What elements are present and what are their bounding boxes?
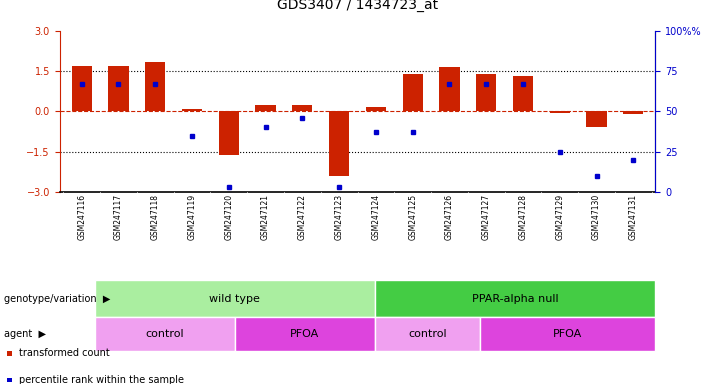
Text: GSM247123: GSM247123 — [334, 194, 343, 240]
Bar — [550, 111, 570, 113]
Bar — [219, 111, 239, 155]
Text: GSM247118: GSM247118 — [151, 194, 160, 240]
Bar — [623, 111, 644, 114]
Bar — [375, 317, 480, 351]
Text: percentile rank within the sample: percentile rank within the sample — [19, 375, 184, 384]
Bar — [402, 74, 423, 111]
Text: GSM247116: GSM247116 — [77, 194, 86, 240]
Text: PFOA: PFOA — [553, 329, 583, 339]
Bar — [476, 74, 496, 111]
Bar — [587, 111, 606, 127]
Bar — [375, 280, 655, 317]
Text: GDS3407 / 1434723_at: GDS3407 / 1434723_at — [277, 0, 438, 12]
Text: GSM247127: GSM247127 — [482, 194, 491, 240]
Bar — [95, 280, 375, 317]
Text: GSM247126: GSM247126 — [445, 194, 454, 240]
Bar — [95, 317, 235, 351]
Bar — [480, 317, 655, 351]
Text: PPAR-alpha null: PPAR-alpha null — [472, 293, 559, 304]
Text: GSM247130: GSM247130 — [592, 194, 601, 240]
Bar — [329, 111, 349, 176]
Text: transformed count: transformed count — [19, 348, 109, 358]
Bar — [292, 106, 313, 111]
Text: GSM247121: GSM247121 — [261, 194, 270, 240]
Bar — [255, 104, 275, 111]
Text: GSM247117: GSM247117 — [114, 194, 123, 240]
Text: GSM247124: GSM247124 — [372, 194, 381, 240]
Text: agent  ▶: agent ▶ — [4, 329, 46, 339]
Text: GSM247129: GSM247129 — [555, 194, 564, 240]
Bar — [109, 66, 128, 111]
Bar — [366, 106, 386, 111]
Text: GSM247131: GSM247131 — [629, 194, 638, 240]
Text: PFOA: PFOA — [290, 329, 320, 339]
Text: wild type: wild type — [210, 293, 260, 304]
Bar — [182, 109, 202, 111]
Text: GSM247119: GSM247119 — [187, 194, 196, 240]
Bar — [513, 76, 533, 111]
Text: GSM247120: GSM247120 — [224, 194, 233, 240]
Bar — [235, 317, 375, 351]
Text: GSM247122: GSM247122 — [298, 194, 307, 240]
Bar — [72, 66, 92, 111]
Text: control: control — [408, 329, 447, 339]
Bar — [145, 62, 165, 111]
Text: genotype/variation  ▶: genotype/variation ▶ — [4, 293, 110, 304]
Text: GSM247125: GSM247125 — [408, 194, 417, 240]
Bar — [440, 67, 460, 111]
Text: GSM247128: GSM247128 — [519, 194, 528, 240]
Text: control: control — [145, 329, 184, 339]
